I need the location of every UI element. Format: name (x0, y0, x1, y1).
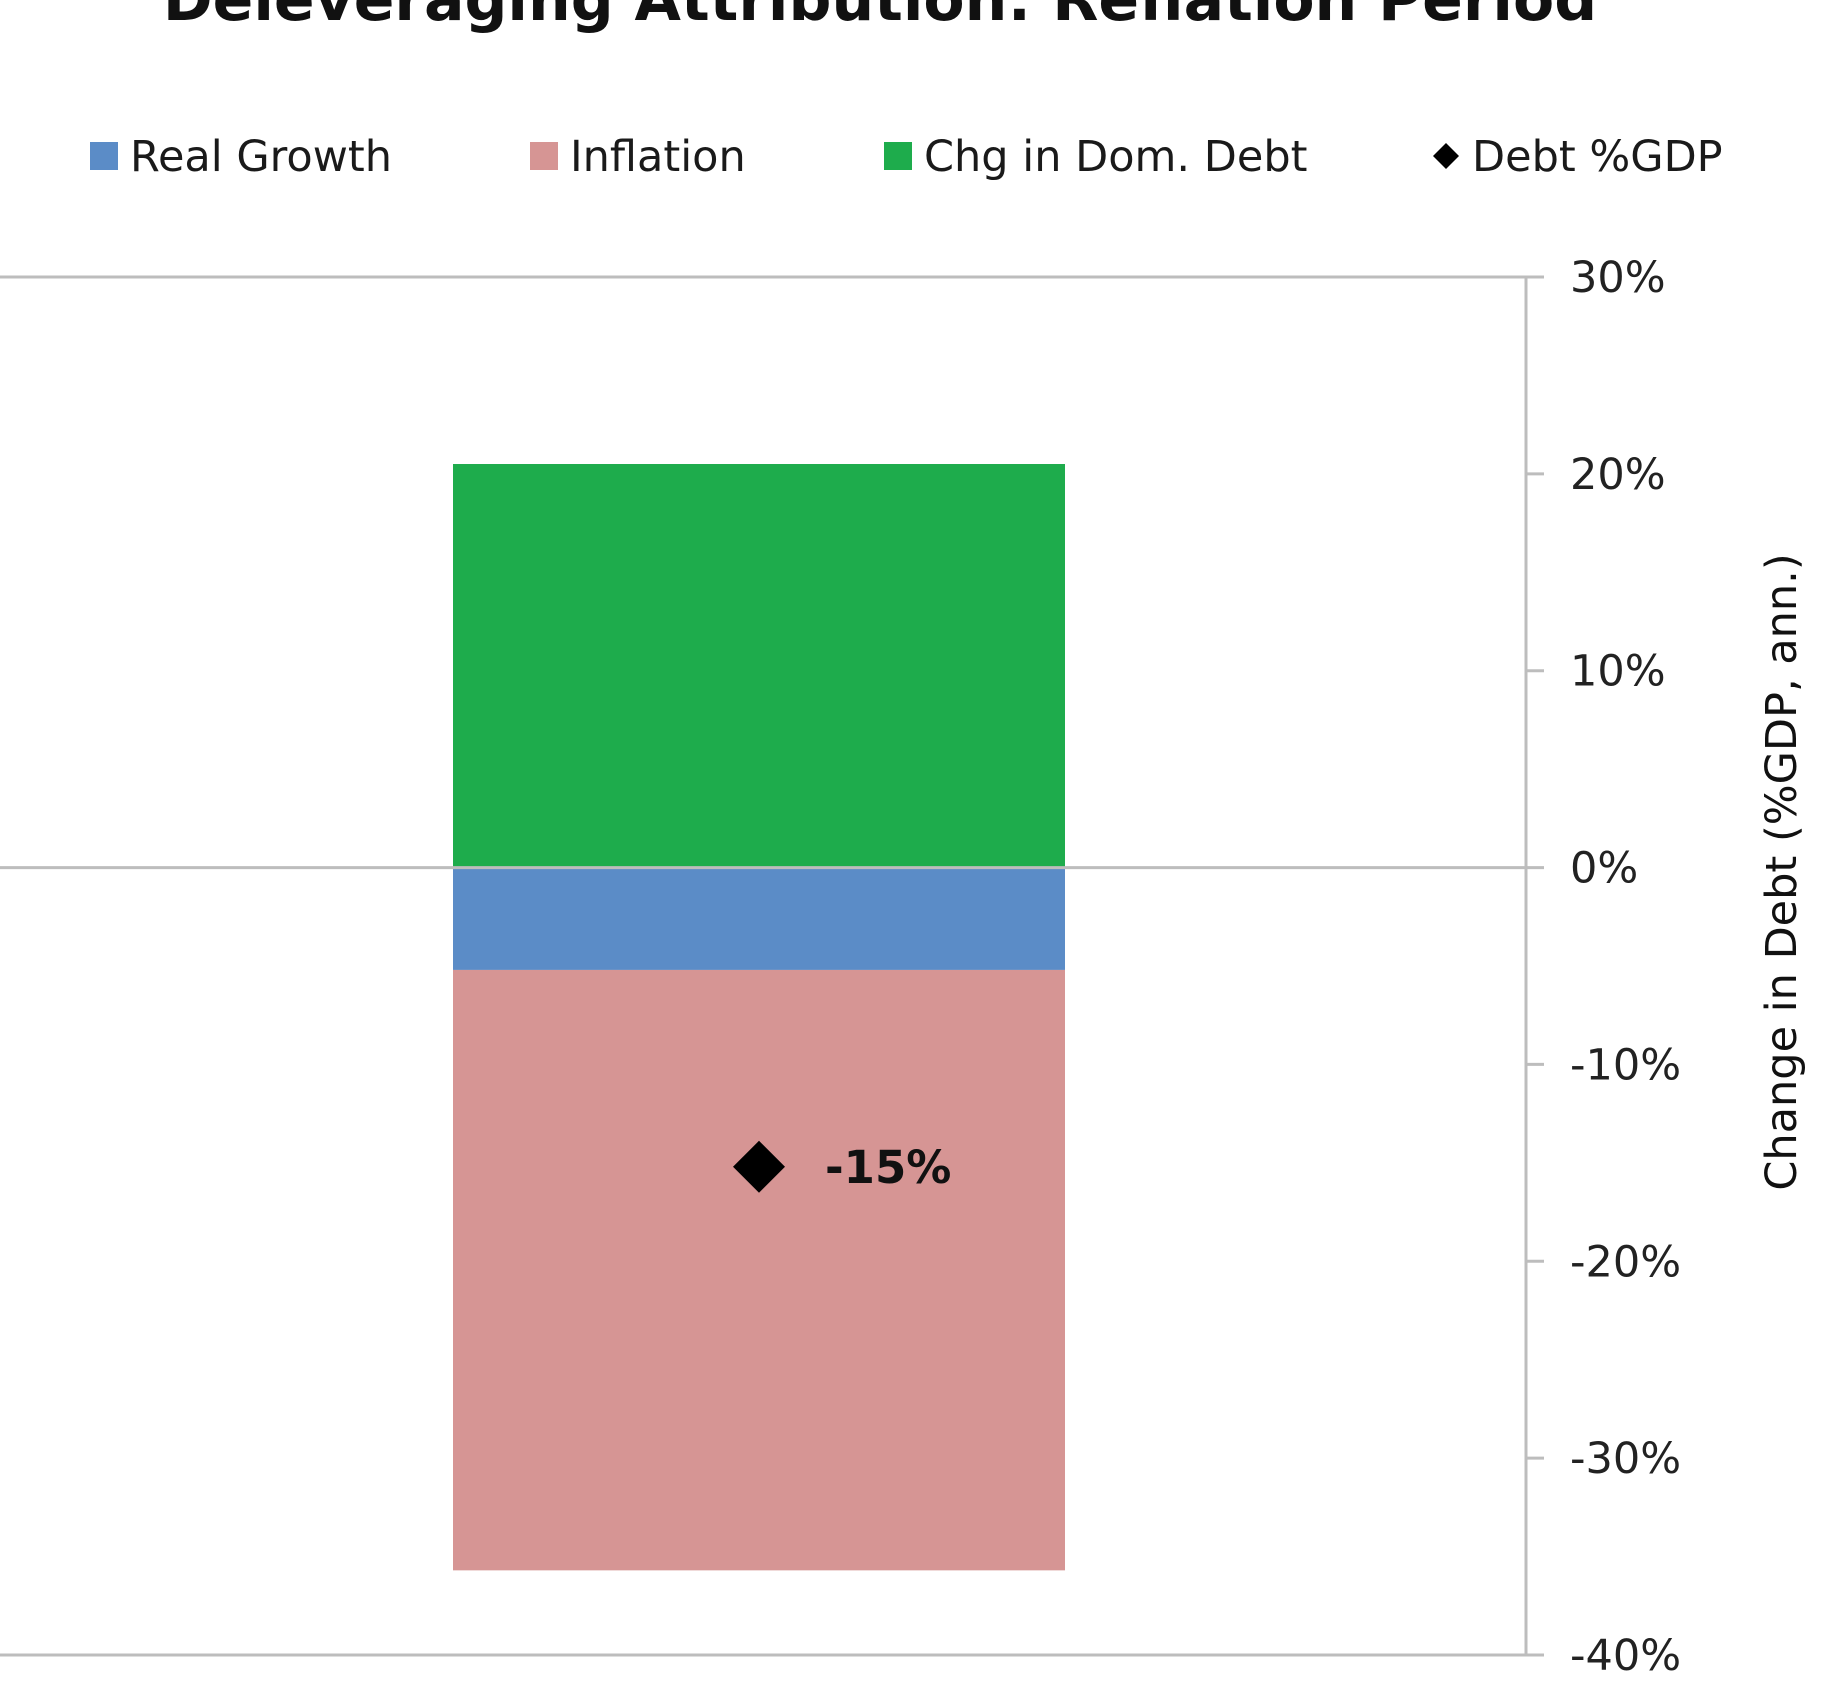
y-axis: 30% 20% 10% 0% -10% -20% -30% -40% (1524, 253, 1681, 1681)
plot-area: -15% (0, 275, 1526, 1657)
y-tick-label: 20% (1570, 450, 1666, 500)
y-tick-label: 10% (1570, 647, 1666, 697)
markers: -15% (733, 1140, 951, 1194)
legend-label-inflation: Inflation (570, 132, 746, 182)
legend-label-chg-in-dom-debt: Chg in Dom. Debt (924, 132, 1307, 182)
legend-swatch-debt-gdp (1433, 143, 1459, 169)
bars (0, 464, 1526, 1571)
legend-swatch-inflation (530, 142, 558, 170)
y-tick-label: 0% (1570, 844, 1638, 894)
chart-title: Deleveraging Attribution: Reflation Peri… (163, 0, 1597, 35)
plot-frame (0, 275, 1526, 1657)
legend-label-debt-gdp: Debt %GDP (1472, 132, 1723, 182)
bar-chg-in-dom-debt (453, 464, 1065, 868)
y-tick-label: -30% (1570, 1434, 1681, 1484)
y-tick-label: -20% (1570, 1237, 1681, 1287)
y-axis-title: Change in Debt (%GDP, ann.) (1757, 553, 1807, 1190)
legend: Real Growth Inflation Chg in Dom. Debt Debt… (90, 132, 1723, 182)
legend-swatch-real-growth (90, 142, 118, 170)
y-tick-label: 30% (1570, 253, 1666, 303)
bar-inflation (453, 969, 1065, 1571)
bar-real-growth (453, 867, 1065, 970)
marker-debt-gdp (733, 1140, 785, 1193)
y-tick-label: -40% (1570, 1631, 1681, 1681)
data-label-debt-gdp: -15% (825, 1141, 951, 1194)
legend-swatch-chg-in-dom-debt (884, 142, 912, 170)
y-tick-label: -10% (1570, 1040, 1681, 1090)
legend-label-real-growth: Real Growth (130, 132, 392, 182)
